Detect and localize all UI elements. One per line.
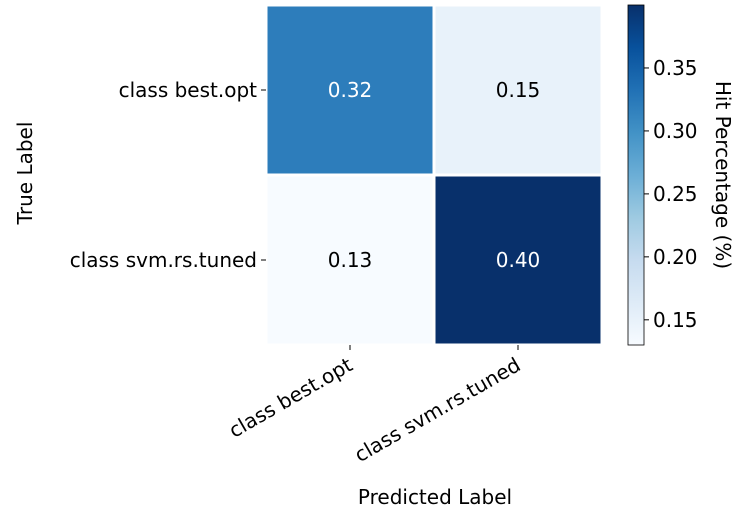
x-tick-label: class svm.rs.tuned bbox=[350, 353, 524, 467]
colorbar-tick-label: 0.35 bbox=[653, 56, 698, 80]
y-tick-label: class best.opt bbox=[119, 78, 258, 102]
heatmap-cell bbox=[264, 173, 436, 347]
colorbar: 0.15 0.20 0.25 0.30 0.35 Hit Percentage (%) bbox=[627, 4, 735, 346]
colorbar-gradient bbox=[627, 4, 645, 346]
colorbar-tick-label: 0.20 bbox=[653, 245, 698, 269]
y-tick-label: class svm.rs.tuned bbox=[70, 248, 257, 272]
heatmap-cell bbox=[264, 3, 436, 177]
colorbar-tick-label: 0.30 bbox=[653, 119, 698, 143]
heatmap-cell bbox=[432, 3, 604, 177]
heatmap-cell-labels: 0.32 0.15 0.13 0.40 bbox=[328, 78, 541, 272]
heatmap-cell-label: 0.15 bbox=[496, 78, 541, 102]
colorbar-tick-label: 0.25 bbox=[653, 182, 698, 206]
heatmap-cell-label: 0.32 bbox=[328, 78, 373, 102]
heatmap-cell bbox=[432, 173, 604, 347]
heatmap-cells bbox=[264, 3, 604, 347]
colorbar-ticks: 0.15 0.20 0.25 0.30 0.35 bbox=[644, 56, 698, 332]
heatmap-cell-label: 0.13 bbox=[328, 248, 373, 272]
x-tick-label: class best.opt bbox=[225, 352, 357, 442]
heatmap-cell-label: 0.40 bbox=[496, 248, 541, 272]
colorbar-title: Hit Percentage (%) bbox=[711, 81, 735, 269]
x-axis-title: Predicted Label bbox=[358, 485, 512, 509]
y-axis: class best.opt class svm.rs.tuned bbox=[70, 78, 266, 272]
colorbar-tick-label: 0.15 bbox=[653, 308, 698, 332]
y-axis-title: True Label bbox=[13, 122, 37, 226]
